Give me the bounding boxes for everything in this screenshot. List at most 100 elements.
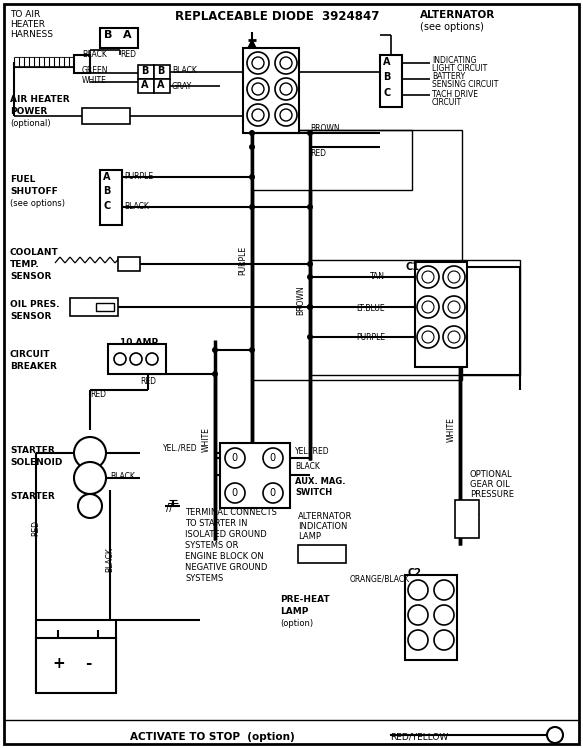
Circle shape [280,57,292,69]
Text: TAN: TAN [370,272,385,281]
Circle shape [252,83,264,95]
Text: BATTERY: BATTERY [432,72,465,81]
Text: STARTER: STARTER [10,492,55,501]
Text: PRESSURE: PRESSURE [470,490,514,499]
Text: CIRCUIT: CIRCUIT [432,98,462,107]
Text: GRAY: GRAY [172,82,192,91]
Text: TACH DRIVE: TACH DRIVE [432,90,478,99]
Text: POWER: POWER [10,107,47,116]
Circle shape [417,266,439,288]
Text: ISOLATED GROUND: ISOLATED GROUND [185,530,267,539]
Bar [118,257,140,271]
Bar [100,28,138,48]
Text: AUX. MAG.: AUX. MAG. [295,477,346,486]
Text: PURPLE: PURPLE [238,245,248,275]
Text: BLACK: BLACK [124,202,149,211]
Circle shape [547,727,563,743]
Text: 10 AMP: 10 AMP [120,338,158,347]
Circle shape [307,274,313,280]
Text: B: B [383,72,391,82]
Text: WHITE: WHITE [447,417,455,442]
Text: A: A [383,57,391,67]
Circle shape [225,448,245,468]
Circle shape [422,271,434,283]
Bar [138,79,154,93]
Text: BROWN: BROWN [297,285,305,315]
Text: 0: 0 [269,453,275,463]
Text: TERMINAL CONNECTS: TERMINAL CONNECTS [185,508,277,517]
Text: LIGHT CIRCUIT: LIGHT CIRCUIT [432,64,487,73]
Circle shape [417,296,439,318]
Bar [415,262,467,367]
Bar [96,303,114,311]
Circle shape [263,448,283,468]
Text: ACTIVATE TO STOP  (option): ACTIVATE TO STOP (option) [130,732,295,742]
Circle shape [130,353,142,365]
Circle shape [408,580,428,600]
Circle shape [249,347,255,353]
Bar [36,638,116,693]
Text: A: A [157,80,164,90]
Text: B: B [103,186,110,196]
Bar [108,344,166,374]
Circle shape [434,605,454,625]
Text: BLACK: BLACK [295,462,320,471]
Text: WHITE: WHITE [82,76,107,85]
Text: C2: C2 [408,568,422,578]
Circle shape [280,109,292,121]
Text: HARNESS: HARNESS [10,30,53,39]
Text: C: C [103,201,110,211]
Circle shape [434,630,454,650]
Text: GREEN: GREEN [82,66,108,75]
Text: OPTIONAL: OPTIONAL [470,470,512,479]
Bar [298,545,346,563]
Text: (option): (option) [280,619,313,628]
Text: LAMP: LAMP [298,532,321,541]
Bar [252,130,462,380]
Circle shape [249,130,255,136]
Circle shape [247,52,269,74]
Text: LT.BLUE: LT.BLUE [356,304,385,313]
Text: BLACK: BLACK [110,472,135,481]
Text: BREAKER: BREAKER [10,362,57,371]
Circle shape [417,326,439,348]
Circle shape [247,78,269,100]
Text: 0: 0 [231,453,237,463]
Text: RED: RED [31,520,40,536]
Circle shape [249,204,255,210]
Circle shape [74,462,106,494]
Text: BLACK: BLACK [172,66,197,75]
Text: YEL./RED: YEL./RED [163,443,198,452]
Circle shape [448,331,460,343]
Circle shape [275,78,297,100]
Text: ORANGE/BLACK: ORANGE/BLACK [350,574,410,583]
Text: BLACK: BLACK [82,50,107,59]
Bar [380,55,402,107]
Text: 0: 0 [269,488,275,498]
Text: HEATER: HEATER [10,20,45,29]
Bar [455,500,479,538]
Circle shape [443,326,465,348]
Circle shape [307,130,313,136]
Text: RED: RED [90,390,106,399]
Text: //: // [166,503,173,513]
Circle shape [212,347,218,353]
Bar [405,575,457,660]
Text: PURPLE: PURPLE [356,333,385,342]
Text: WHITE: WHITE [202,428,210,453]
Circle shape [146,353,158,365]
Bar [252,130,412,190]
Circle shape [307,261,313,267]
Text: BLACK: BLACK [106,548,114,572]
Circle shape [422,301,434,313]
Text: INDICATING: INDICATING [432,56,476,65]
Text: PRE-HEAT: PRE-HEAT [280,595,329,604]
Text: A: A [123,30,132,40]
Text: STARTER: STARTER [10,446,55,455]
Text: FUEL: FUEL [10,175,36,184]
Circle shape [434,580,454,600]
Text: GEAR OIL: GEAR OIL [470,480,510,489]
Bar [154,65,170,79]
Circle shape [448,271,460,283]
Text: BROWN: BROWN [310,124,340,133]
